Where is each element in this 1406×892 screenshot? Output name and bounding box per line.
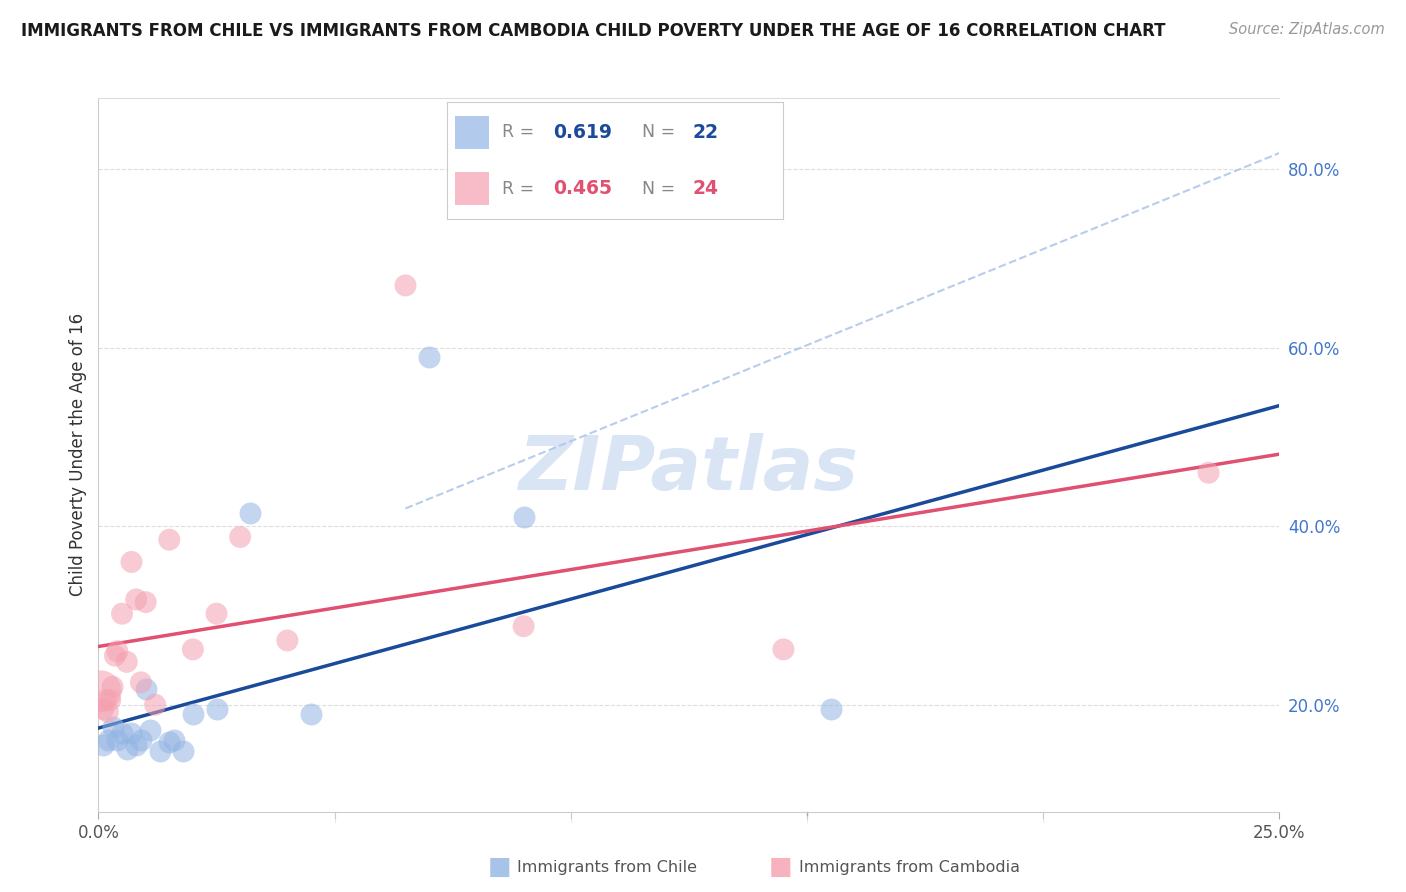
Point — [125, 738, 148, 752]
Point — [115, 742, 138, 756]
Point — [121, 726, 143, 740]
Point — [239, 506, 262, 520]
Y-axis label: Child Poverty Under the Age of 16: Child Poverty Under the Age of 16 — [69, 313, 87, 597]
Point — [512, 619, 534, 633]
Text: Source: ZipAtlas.com: Source: ZipAtlas.com — [1229, 22, 1385, 37]
Point — [105, 644, 128, 658]
Point — [129, 675, 152, 690]
Point — [135, 681, 157, 696]
Point — [299, 706, 322, 721]
Point — [181, 706, 204, 721]
Point — [91, 702, 114, 716]
Point — [97, 705, 120, 719]
Point — [229, 530, 252, 544]
Point — [111, 726, 134, 740]
Point — [172, 744, 194, 758]
Point — [394, 278, 416, 293]
Point — [149, 744, 172, 758]
Point — [105, 733, 128, 747]
Point — [97, 733, 120, 747]
Point — [820, 702, 842, 716]
Point — [90, 684, 112, 698]
Point — [205, 607, 228, 621]
Point — [205, 702, 228, 716]
Point — [157, 533, 180, 547]
Text: IMMIGRANTS FROM CHILE VS IMMIGRANTS FROM CAMBODIA CHILD POVERTY UNDER THE AGE OF: IMMIGRANTS FROM CHILE VS IMMIGRANTS FROM… — [21, 22, 1166, 40]
Point — [125, 592, 148, 607]
Text: Immigrants from Cambodia: Immigrants from Cambodia — [799, 860, 1019, 874]
Point — [94, 693, 117, 707]
Point — [772, 642, 794, 657]
Point — [129, 733, 152, 747]
Point — [91, 738, 114, 752]
Point — [111, 607, 134, 621]
Point — [98, 693, 121, 707]
Text: ■: ■ — [769, 855, 792, 879]
Point — [104, 648, 127, 663]
Text: Immigrants from Chile: Immigrants from Chile — [517, 860, 697, 874]
Point — [163, 733, 186, 747]
Point — [115, 655, 138, 669]
Point — [181, 642, 204, 657]
Point — [1198, 466, 1220, 480]
Point — [143, 698, 166, 712]
Text: ■: ■ — [488, 855, 510, 879]
Point — [139, 723, 162, 737]
Point — [512, 510, 534, 524]
Point — [276, 633, 298, 648]
Text: ZIPatlas: ZIPatlas — [519, 433, 859, 506]
Point — [101, 680, 124, 694]
Point — [121, 555, 143, 569]
Point — [157, 735, 180, 749]
Point — [135, 595, 157, 609]
Point — [418, 350, 440, 364]
Point — [101, 720, 124, 734]
